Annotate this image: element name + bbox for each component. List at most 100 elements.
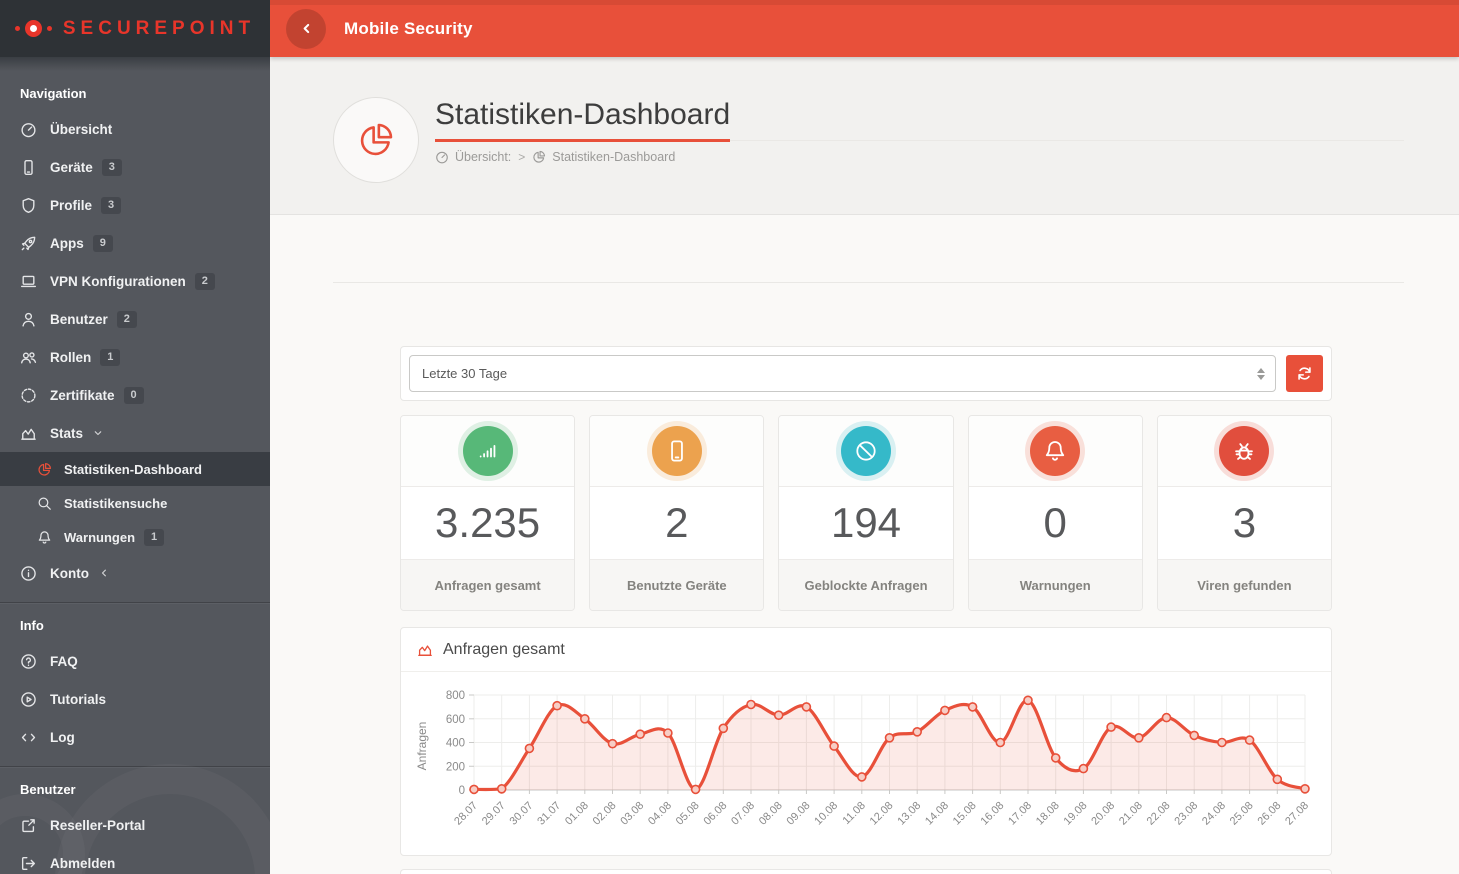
logo-dot-icon: [14, 26, 20, 31]
svg-text:0: 0: [459, 785, 465, 797]
period-select[interactable]: Letzte 30 Tage: [409, 355, 1276, 392]
sidebar-item-abmelden[interactable]: Abmelden: [0, 844, 270, 874]
sidebar-item-statistikensuche[interactable]: Statistikensuche: [0, 486, 270, 520]
svg-text:20.08: 20.08: [1089, 800, 1117, 828]
next-card-partial: [400, 869, 1332, 874]
sidebar-item-label: Stats: [50, 425, 84, 441]
brand-logo[interactable]: SECUREPOINT: [0, 0, 270, 57]
chevron-down-icon: [92, 427, 104, 439]
sidebar-item-warnungen[interactable]: Warnungen 1: [0, 520, 270, 554]
question-icon: [20, 653, 37, 670]
sidebar-item-konto[interactable]: Konto: [0, 554, 270, 592]
sidebar-item-log[interactable]: Log: [0, 718, 270, 756]
logout-icon: [20, 855, 37, 872]
svg-text:26.08: 26.08: [1255, 800, 1283, 828]
svg-text:25.08: 25.08: [1228, 800, 1256, 828]
svg-text:17.08: 17.08: [1006, 800, 1034, 828]
bell-icon: [37, 530, 52, 545]
user-icon: [20, 311, 37, 328]
breadcrumb-item-statistiken-dashboard[interactable]: Statistiken-Dashboard: [532, 150, 675, 164]
svg-text:07.08: 07.08: [729, 800, 757, 828]
stat-card-geblockte-anfragen: 194 Geblockte Anfragen: [778, 415, 954, 611]
sidebar: SECUREPOINT Navigation Übersicht Geräte 3 Pr…: [0, 0, 270, 874]
sidebar-item-label: Zertifikate: [50, 387, 115, 403]
svg-text:31.07: 31.07: [535, 800, 563, 828]
sidebar-item-label: Geräte: [50, 159, 93, 175]
count-badge: 3: [101, 158, 122, 176]
stat-icon-area: [1157, 416, 1332, 487]
pie-chart-icon: [532, 150, 546, 164]
sidebar-item-zertifikate[interactable]: Zertifikate 0: [0, 376, 270, 414]
sidebar-item-label: Rollen: [50, 349, 92, 365]
svg-text:02.08: 02.08: [591, 800, 619, 828]
sidebar-item-reseller-portal[interactable]: Reseller-Portal: [0, 806, 270, 844]
svg-text:04.08: 04.08: [646, 800, 674, 828]
svg-text:Anfragen: Anfragen: [415, 722, 429, 771]
breadcrumb-item-uebersicht[interactable]: Übersicht:: [435, 150, 511, 164]
sidebar-item-apps[interactable]: Apps 9: [0, 224, 270, 262]
svg-text:03.08: 03.08: [618, 800, 646, 828]
sidebar-item-label: Warnungen: [64, 529, 136, 545]
play-icon: [20, 691, 37, 708]
bell-icon: [1030, 426, 1081, 476]
sidebar-item-faq[interactable]: FAQ: [0, 642, 270, 680]
stat-value: 3.235: [435, 499, 541, 546]
count-badge: 3: [101, 196, 122, 214]
back-button[interactable]: [286, 8, 326, 49]
svg-text:05.08: 05.08: [674, 800, 702, 828]
chart-title: Anfragen gesamt: [443, 640, 565, 658]
sidebar-item-label: Statistikensuche: [64, 495, 168, 511]
sidebar-item-übersicht[interactable]: Übersicht: [0, 110, 270, 148]
topbar: Mobile Security: [270, 0, 1459, 57]
stat-icon-area: [590, 416, 764, 487]
sidebar-item-tutorials[interactable]: Tutorials: [0, 680, 270, 718]
pie-chart-icon: [37, 462, 52, 477]
stat-value: 194: [830, 499, 902, 546]
area-chart-icon: [20, 425, 37, 442]
users-icon: [20, 349, 37, 366]
brand-name: SECUREPOINT: [62, 17, 256, 39]
sidebar-item-statistiken-dashboard[interactable]: Statistiken-Dashboard: [0, 452, 270, 486]
refresh-button[interactable]: [1286, 355, 1323, 392]
sidebar-item-label: Log: [50, 729, 75, 745]
dashboard-icon: [20, 121, 37, 138]
sidebar-item-label: Reseller-Portal: [50, 817, 146, 833]
svg-text:06.08: 06.08: [701, 800, 729, 828]
laptop-icon: [20, 273, 37, 290]
search-icon: [37, 496, 52, 511]
sidebar-item-label: Konto: [50, 565, 89, 581]
sidebar-item-label: Übersicht: [50, 121, 113, 137]
sidebar-item-label: Apps: [50, 235, 84, 251]
requests-area-chart: 0 200 400 600 800 28.07 29.07 30.07 31.07 01.08 02…: [415, 690, 1311, 828]
chart-card-header: Anfragen gesamt: [401, 628, 1331, 672]
svg-text:13.08: 13.08: [895, 800, 923, 828]
smartphone-icon: [20, 159, 37, 176]
count-badge: 1: [144, 528, 165, 546]
sidebar-item-rollen[interactable]: Rollen 1: [0, 338, 270, 376]
smartphone-icon: [651, 426, 702, 476]
sidebar-item-label: VPN Konfigurationen: [50, 273, 186, 289]
external-link-icon: [20, 817, 37, 834]
code-icon: [20, 729, 37, 746]
stat-label: Viren gefunden: [1157, 559, 1332, 610]
sidebar-item-profile[interactable]: Profile 3: [0, 186, 270, 224]
bug-icon: [1219, 426, 1270, 476]
sidebar-item-stats[interactable]: Stats: [0, 414, 270, 452]
sidebar-item-vpn-konfigurationen[interactable]: VPN Konfigurationen 2: [0, 262, 270, 300]
sidebar-item-benutzer[interactable]: Benutzer 2: [0, 300, 270, 338]
svg-text:24.08: 24.08: [1200, 800, 1228, 828]
count-badge: 2: [116, 310, 137, 328]
breadcrumb-label: Übersicht:: [455, 150, 512, 164]
sidebar-item-geräte[interactable]: Geräte 3: [0, 148, 270, 186]
svg-text:10.08: 10.08: [812, 800, 840, 828]
svg-text:400: 400: [446, 738, 465, 750]
breadcrumb-separator: >: [518, 150, 526, 164]
svg-text:22.08: 22.08: [1145, 800, 1173, 828]
page-avatar: [333, 97, 419, 183]
sidebar-item-label: Statistiken-Dashboard: [64, 461, 202, 477]
count-badge: 0: [123, 386, 144, 404]
signal-bars-icon: [462, 426, 513, 476]
stat-label: Benutzte Geräte: [590, 559, 764, 610]
shield-icon: [20, 197, 37, 214]
count-badge: 9: [92, 234, 113, 252]
